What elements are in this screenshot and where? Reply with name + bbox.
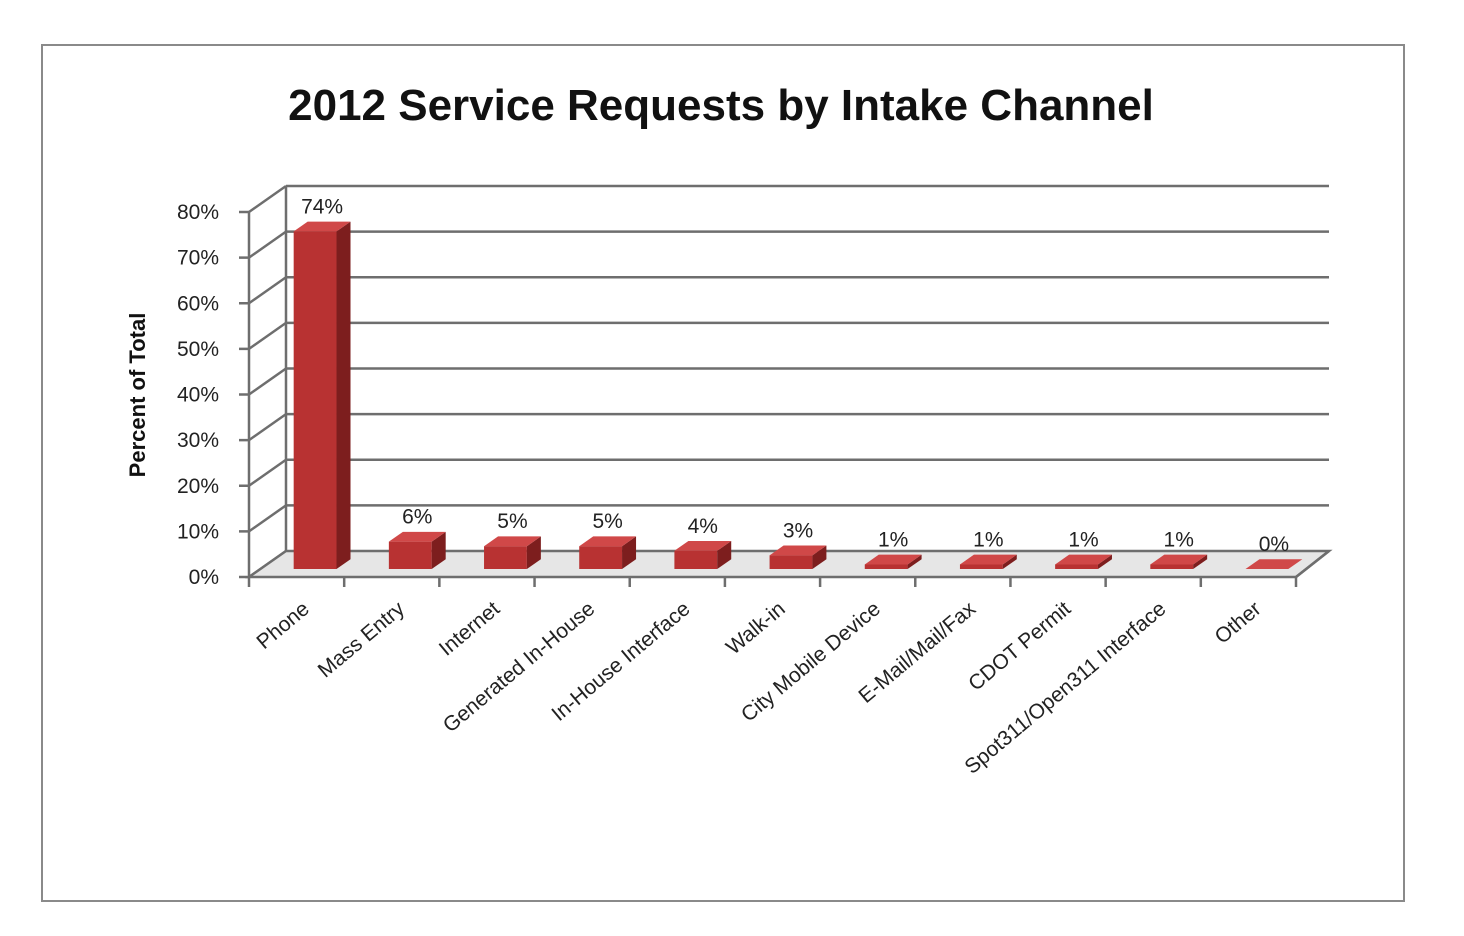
bar-front xyxy=(1150,564,1194,569)
data-label: 5% xyxy=(592,510,622,533)
bar-side xyxy=(336,221,351,569)
bar xyxy=(674,540,732,569)
y-axis-label: Percent of Total xyxy=(125,313,150,478)
bar-side xyxy=(812,545,827,569)
x-tick-label: Mass Entry xyxy=(314,597,410,682)
data-label-layer: 74% 6% 5% 5% 4% 3% 1% 1% 1% 1% 0% xyxy=(301,195,1289,556)
bar-front xyxy=(1055,564,1098,569)
y-tick-label: 10% xyxy=(177,520,219,543)
side-wall-gridline xyxy=(248,321,287,350)
bar-front xyxy=(959,564,1003,569)
data-label: 6% xyxy=(402,506,432,529)
bar xyxy=(769,545,827,569)
bar xyxy=(1245,559,1303,570)
bar-front xyxy=(579,546,623,569)
bar-side xyxy=(907,554,922,569)
bar-top xyxy=(484,536,541,547)
bar-front xyxy=(674,550,718,569)
side-wall-gridline xyxy=(248,504,287,533)
bar xyxy=(1150,554,1208,569)
data-label: 5% xyxy=(497,510,527,533)
bar-front xyxy=(388,541,432,569)
x-tick-label: Spot311/Open311 Interface xyxy=(960,597,1170,778)
side-wall-gridline xyxy=(248,458,287,487)
bar xyxy=(1055,554,1112,569)
data-label: 0% xyxy=(1259,533,1289,556)
side-wall-gridline xyxy=(248,413,287,442)
bar xyxy=(579,536,637,569)
bar-top xyxy=(388,531,446,542)
bar-side xyxy=(622,536,637,569)
bar-top xyxy=(959,554,1017,565)
side-wall-gridline xyxy=(248,230,287,259)
bar-side xyxy=(526,536,541,569)
data-label: 74% xyxy=(301,195,343,218)
data-label: 1% xyxy=(878,528,908,551)
y-tick-label: 80% xyxy=(177,201,219,224)
grid-layer xyxy=(248,184,1329,579)
bar-layer xyxy=(293,221,1303,570)
bar-side xyxy=(431,531,446,569)
x-tick-label: Other xyxy=(1211,597,1266,648)
y-tick-label: 0% xyxy=(189,566,219,589)
x-tick-label: Walk-in xyxy=(722,597,790,659)
side-wall-gridline xyxy=(248,184,287,214)
chart-title: 2012 Service Requests by Intake Channel xyxy=(288,81,1154,130)
bar-side xyxy=(1002,554,1017,569)
bar xyxy=(959,554,1017,569)
bar-front xyxy=(293,231,337,569)
data-label: 1% xyxy=(1068,528,1098,551)
data-label: 4% xyxy=(688,515,718,538)
bar-front xyxy=(769,555,813,569)
y-tick-label: 60% xyxy=(177,292,219,315)
bar-top xyxy=(1245,559,1303,569)
bar xyxy=(484,536,541,569)
data-label: 1% xyxy=(1164,528,1194,551)
bar xyxy=(864,554,922,569)
bar-side xyxy=(1193,554,1208,569)
y-tick-label: 30% xyxy=(177,429,219,452)
bar-top xyxy=(864,554,922,565)
data-label: 1% xyxy=(973,528,1003,551)
bar-top xyxy=(579,536,637,547)
side-wall-gridline xyxy=(248,367,287,396)
floor-edge xyxy=(1295,550,1330,578)
bar xyxy=(388,531,446,569)
bar-front xyxy=(484,546,527,569)
y-tick-label: 20% xyxy=(177,475,219,498)
y-tick-label: 40% xyxy=(177,384,219,407)
y-tick-label: 50% xyxy=(177,338,219,361)
y-tick-layer: 0% 10% 20% 30% 40% 50% 60% 70% 80% xyxy=(177,201,219,589)
x-tick-label: Phone xyxy=(252,597,313,654)
bar-top xyxy=(293,221,351,232)
y-tick-label: 70% xyxy=(177,247,219,270)
bar-side xyxy=(717,540,732,569)
x-tick-label: Internet xyxy=(435,597,504,661)
bar-top xyxy=(1150,554,1208,565)
bar xyxy=(293,221,351,569)
bar-front xyxy=(864,564,908,569)
bar-top xyxy=(769,545,827,556)
data-label: 3% xyxy=(783,519,813,542)
bar-side xyxy=(1097,554,1112,569)
bar-top xyxy=(1055,554,1112,565)
bar-top xyxy=(674,540,732,551)
side-wall-gridline xyxy=(248,276,287,305)
